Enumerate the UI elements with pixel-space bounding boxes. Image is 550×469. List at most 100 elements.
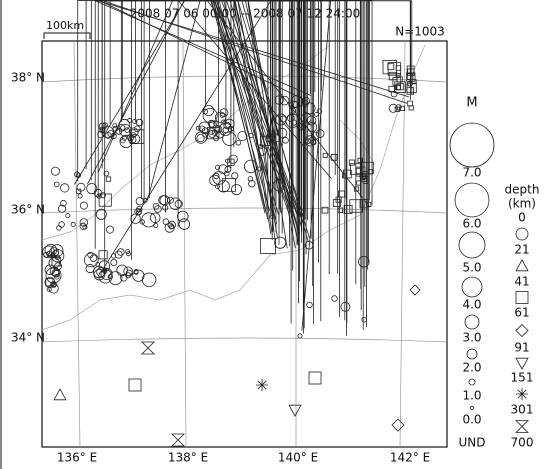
square-marker [387, 62, 402, 76]
circle-marker [111, 253, 117, 259]
circle-marker [306, 122, 318, 133]
scale-label: 100km [46, 19, 84, 32]
circle-marker [51, 281, 57, 287]
circle-marker [125, 272, 132, 279]
lat-grid [41, 75, 448, 83]
legend-title: M [466, 96, 477, 111]
circle-marker [49, 266, 60, 277]
circle-marker [102, 122, 108, 128]
hourglass-marker [171, 433, 185, 447]
depth-label: 41 [514, 275, 529, 289]
circle-marker [208, 130, 216, 138]
circle-marker [215, 164, 221, 170]
circle-marker [209, 174, 221, 186]
circle-marker [219, 112, 225, 118]
circle-marker [388, 103, 398, 113]
circle-marker [248, 179, 256, 188]
circle-marker [106, 225, 115, 234]
circle-marker [133, 268, 139, 274]
square-marker [361, 161, 374, 175]
circle-marker [53, 250, 59, 256]
depth-label: 301 [511, 403, 534, 417]
circle-marker [93, 269, 106, 281]
lat-grid [41, 207, 448, 214]
circle-marker [133, 125, 141, 133]
circle-marker [166, 196, 174, 204]
circle-marker [93, 265, 106, 279]
diamond-marker [391, 418, 405, 432]
circle-marker [235, 140, 242, 146]
circle-marker [60, 199, 67, 207]
circle-marker [257, 166, 262, 172]
hourglass-marker [515, 420, 529, 433]
magnitude-label: 3.0 [462, 331, 481, 345]
square-marker [330, 153, 338, 161]
triangle-marker [515, 259, 529, 272]
circle-marker [79, 201, 88, 210]
circle-marker [464, 314, 480, 330]
circle-marker [84, 252, 99, 268]
circle-marker [237, 131, 248, 142]
circle-marker [51, 249, 65, 263]
circle-marker [303, 102, 316, 115]
square-marker [207, 127, 220, 140]
square-marker [222, 178, 236, 192]
depth-label: 91 [514, 341, 529, 355]
circle-marker [395, 104, 402, 111]
circle-marker [53, 181, 60, 188]
square-marker [322, 152, 328, 158]
circle-marker [222, 131, 237, 146]
circle-marker [315, 129, 325, 138]
circle-marker [224, 118, 235, 129]
circle-marker [118, 118, 131, 131]
circle-marker [57, 204, 67, 213]
square-marker [332, 199, 341, 208]
legend-title: (km) [508, 197, 536, 211]
circle-marker [291, 119, 298, 126]
circle-marker [274, 236, 287, 249]
circle-marker [196, 134, 205, 143]
circle-marker [75, 172, 82, 178]
circle-marker [174, 199, 183, 209]
circle-marker [288, 107, 296, 115]
square-marker [321, 206, 329, 214]
circle-marker [127, 133, 135, 141]
circle-marker [103, 170, 110, 177]
square-marker [406, 87, 414, 95]
square-marker [259, 135, 271, 146]
triangle-marker [53, 388, 67, 401]
lon-grid [73, 40, 81, 448]
circle-marker [139, 219, 145, 225]
circle-marker [132, 269, 145, 282]
magnitude-label: 7.0 [462, 166, 481, 180]
circle-marker [231, 172, 239, 180]
circle-marker [466, 348, 478, 360]
square-marker [51, 256, 62, 267]
circle-marker [314, 112, 319, 117]
circle-marker [136, 205, 143, 213]
circle-marker [112, 125, 119, 132]
square-marker [353, 186, 359, 192]
circle-marker [48, 283, 59, 294]
circle-marker [142, 197, 148, 203]
circle-marker [202, 108, 218, 124]
lat-label: 34° N [11, 331, 45, 345]
circle-marker [132, 119, 138, 125]
square-marker [399, 105, 406, 111]
circle-marker [461, 276, 483, 298]
circle-marker [213, 172, 220, 180]
circle-marker [224, 165, 232, 173]
circle-marker [454, 182, 490, 218]
circle-marker [110, 258, 118, 266]
magnitude-label: 5.0 [462, 261, 481, 275]
circle-marker [361, 317, 367, 323]
square-marker [407, 68, 415, 76]
circle-marker [50, 281, 57, 288]
circle-marker [247, 176, 254, 182]
lon-grid [399, 40, 406, 448]
circle-marker [218, 164, 229, 175]
lon-label: 140° E [278, 451, 318, 465]
triangle-marker [213, 0, 281, 215]
circle-marker [153, 222, 159, 228]
